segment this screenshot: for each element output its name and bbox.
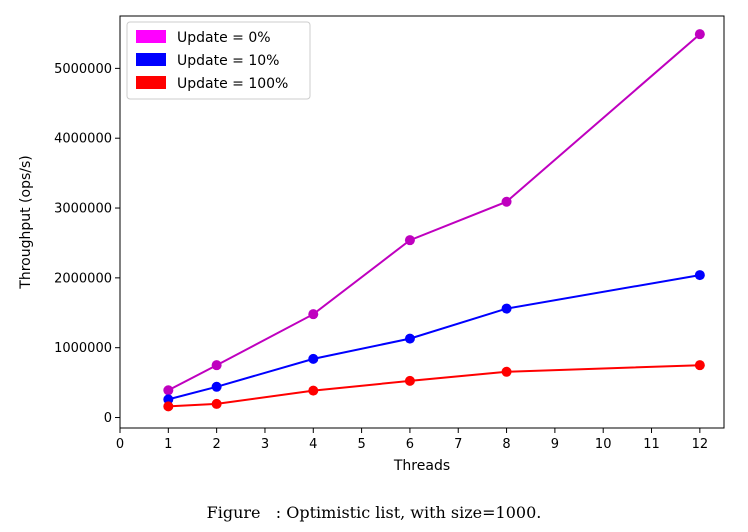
data-point — [501, 196, 512, 207]
data-point — [404, 333, 415, 344]
x-tick-label: 11 — [643, 437, 660, 452]
x-tick-label: 6 — [406, 437, 414, 452]
data-point — [211, 381, 222, 392]
y-tick-label: 5000000 — [54, 62, 112, 77]
legend-label: Update = 10% — [177, 53, 279, 69]
data-point — [163, 401, 174, 412]
axes: 0 1 2 3 4 5 6 7 8 9 10 11 12010000002000000300000040… — [54, 15, 725, 452]
y-tick-label: 4000000 — [54, 132, 112, 147]
data-point — [694, 270, 705, 281]
data-point — [501, 366, 512, 377]
data-point — [163, 394, 174, 405]
x-tick-label: 7 — [454, 437, 462, 452]
series-line-2 — [168, 364, 700, 408]
series-line-1 — [168, 274, 700, 401]
y-tick-label: 1000000 — [54, 341, 112, 356]
x-tick-label: 10 — [595, 437, 612, 452]
legend-swatch — [136, 76, 166, 89]
x-tick-label: 5 — [357, 437, 365, 452]
data-point — [501, 303, 512, 314]
data-point — [404, 375, 415, 386]
data-point — [211, 398, 222, 409]
chart: 0 1 2 3 4 5 6 7 8 9 10 11 12010000002000000300000040… — [18, 15, 725, 474]
figure-caption: Figure : Optimistic list, with size=1000… — [206, 503, 542, 522]
legend-box — [126, 21, 311, 100]
data-point — [694, 360, 705, 371]
y-tick-label: 2000000 — [54, 271, 112, 286]
data-point — [308, 385, 319, 396]
plot-area — [163, 29, 705, 412]
data-point — [694, 29, 705, 40]
y-tick-label: 3000000 — [54, 202, 112, 217]
data-point — [308, 353, 319, 364]
x-tick-label: 1 — [164, 437, 172, 452]
x-tick-label: 8 — [502, 437, 510, 452]
x-tick-label: 12 — [692, 437, 709, 452]
x-tick-label: 2 — [212, 437, 220, 452]
x-tick-label: 9 — [551, 437, 559, 452]
y-axis-label: Throughput (ops/s) — [18, 155, 34, 289]
data-point — [308, 309, 319, 320]
x-tick-label: 0 — [116, 437, 124, 452]
data-point — [404, 235, 415, 246]
x-tick-label: 3 — [261, 437, 269, 452]
data-point — [163, 385, 174, 396]
series-line-0 — [167, 33, 701, 392]
data-point — [211, 360, 222, 371]
legend-swatch — [136, 30, 166, 43]
legend-label: Update = 100% — [177, 76, 288, 92]
x-axis-label: Threads — [393, 458, 450, 474]
legend-label: Update = 0% — [177, 30, 271, 46]
plot-frame — [119, 15, 725, 429]
legend-swatch — [136, 53, 166, 66]
legend: Update = 0% Update = 10% Update = 100% — [126, 21, 311, 100]
x-tick-label: 4 — [309, 437, 317, 452]
y-tick-label: 0 — [104, 411, 112, 426]
